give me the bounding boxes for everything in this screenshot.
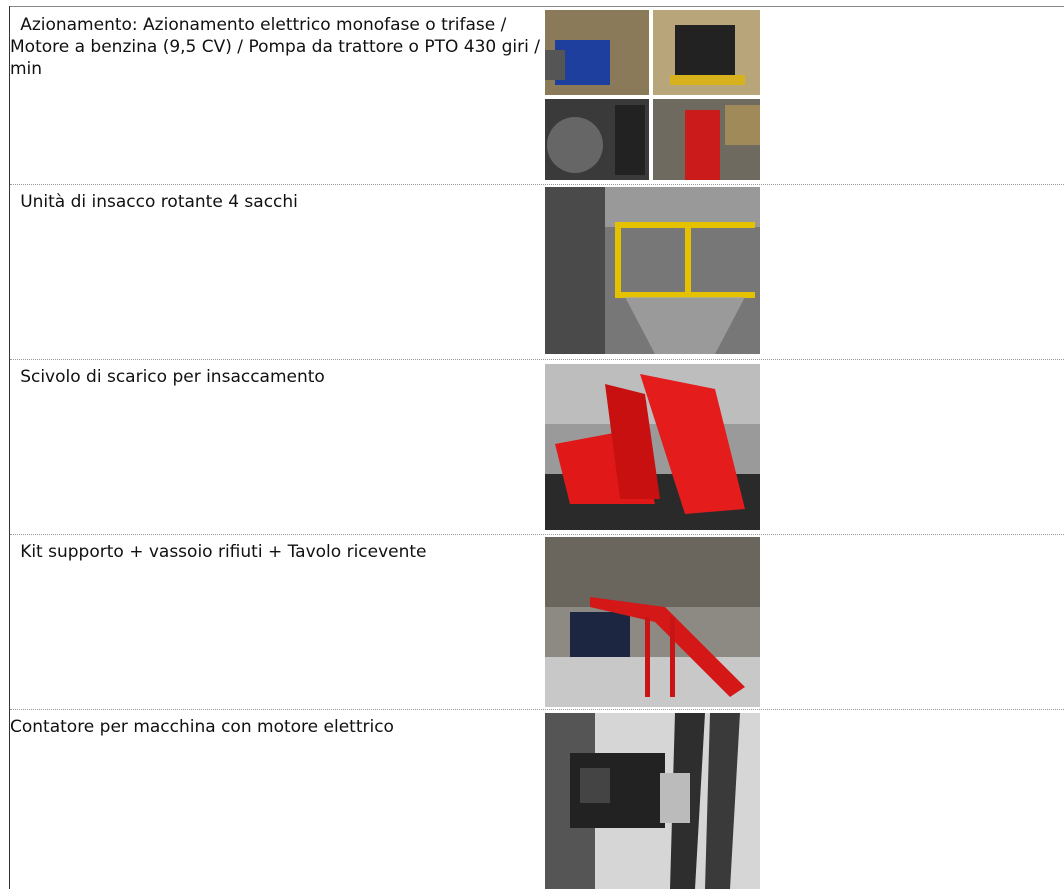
table-row: Scivolo di scarico per insaccamento: [10, 360, 1064, 535]
cell-text: Contatore per macchina con motore elettr…: [10, 717, 394, 737]
product-image: [545, 537, 760, 707]
table-row: Azionamento: Azionamento elettrico monof…: [10, 8, 1064, 185]
cell-text: Azionamento: Azionamento elettrico monof…: [10, 15, 540, 79]
cell-text: Unità di insacco rotante 4 sacchi: [20, 192, 298, 212]
table-row: Kit supporto + vassoio rifiuti + Tavolo …: [10, 535, 1064, 710]
table-border: [9, 6, 10, 889]
product-image: [545, 713, 760, 889]
product-images: [545, 10, 760, 180]
table-row: Contatore per macchina con motore elettr…: [10, 710, 1064, 889]
product-image: [545, 364, 760, 530]
table-border: [9, 6, 1064, 7]
cell-text: Scivolo di scarico per insaccamento: [20, 367, 325, 387]
product-image: [545, 187, 760, 354]
cell-text: Kit supporto + vassoio rifiuti + Tavolo …: [20, 542, 427, 562]
table-row: Unità di insacco rotante 4 sacchi: [10, 185, 1064, 360]
